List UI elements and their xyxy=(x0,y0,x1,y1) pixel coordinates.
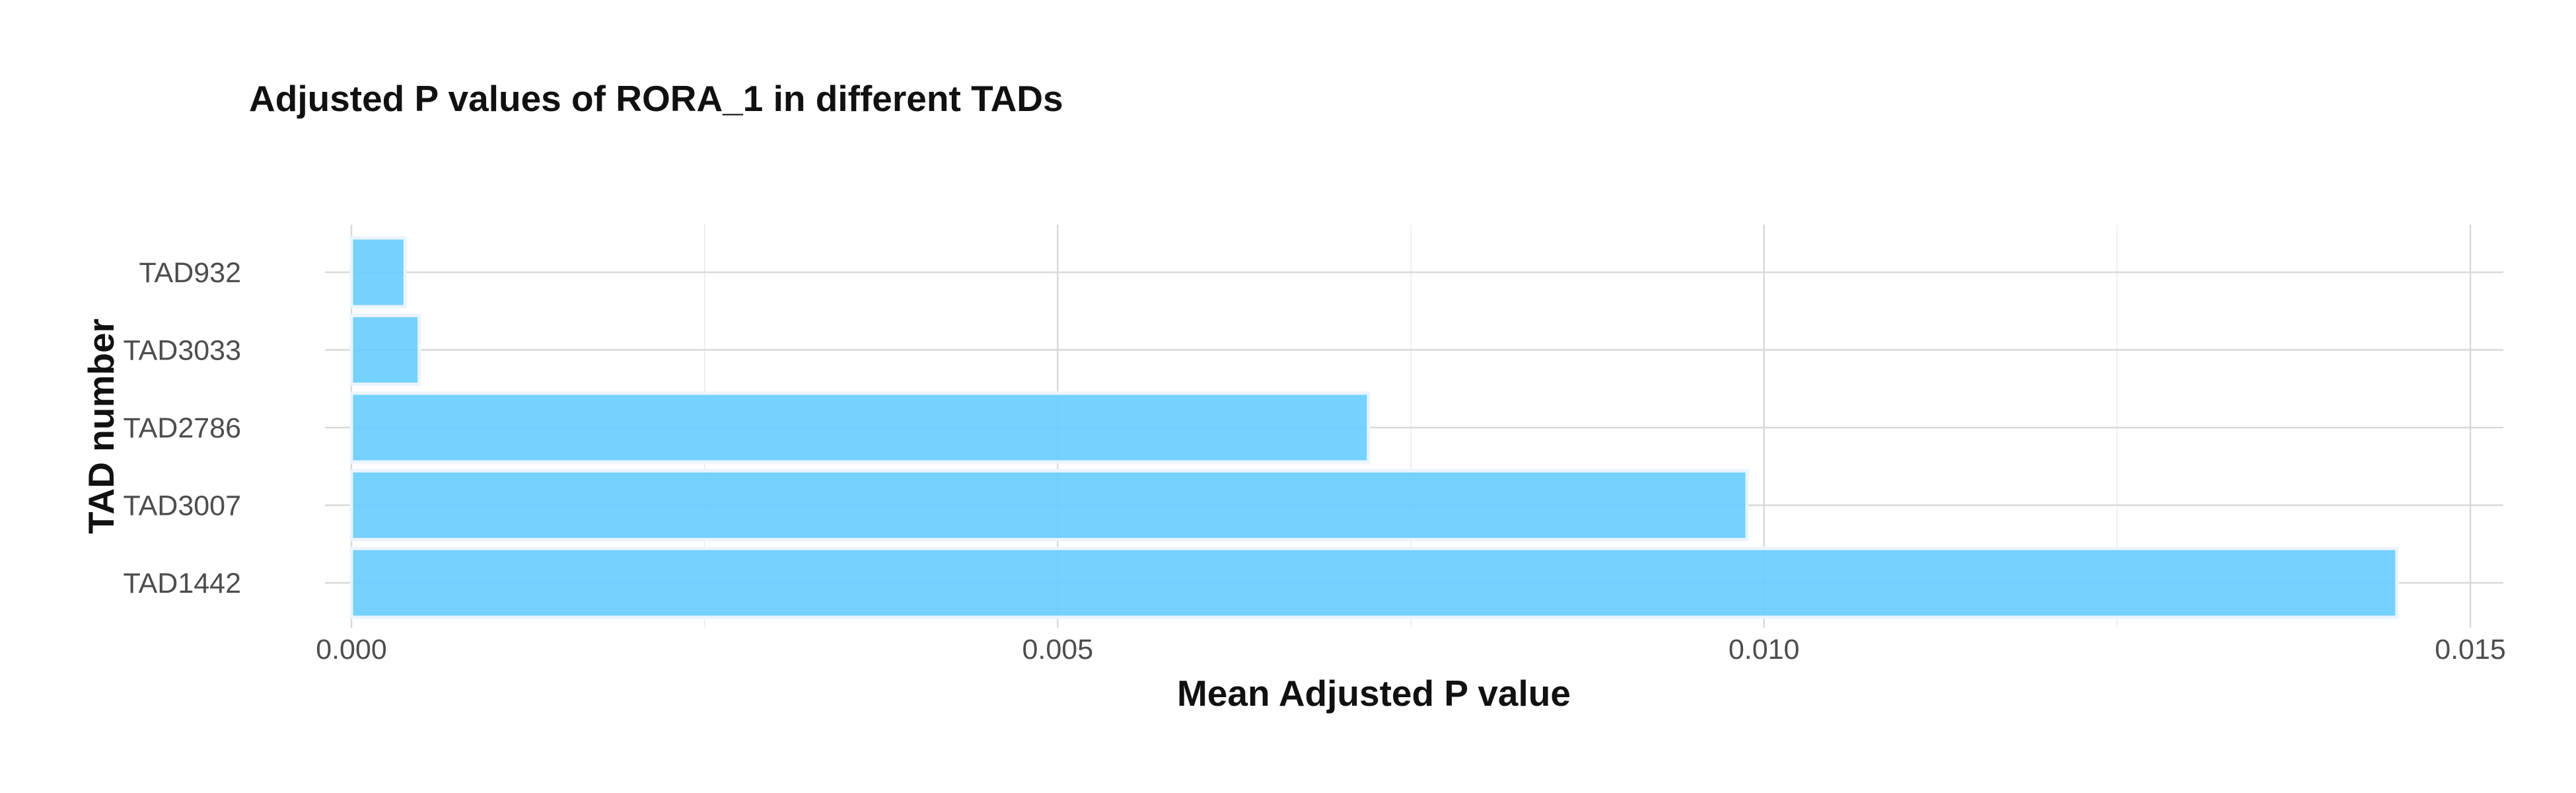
y-axis-title: TAD number xyxy=(81,319,122,534)
y-tick-label: TAD1442 xyxy=(124,568,241,599)
y-tick-labels: TAD932 TAD3033 TAD2786 TAD3007 TAD1442 xyxy=(124,257,241,599)
x-tick-label: 0.015 xyxy=(2435,634,2506,665)
bar-tad1442 xyxy=(349,547,2399,619)
x-axis-title: Mean Adjusted P value xyxy=(1177,673,1571,714)
x-tick-label: 0.005 xyxy=(1022,634,1094,665)
x-tick-labels: 0.000 0.005 0.010 0.015 xyxy=(316,634,2506,665)
y-tick-label: TAD2786 xyxy=(124,412,241,444)
y-tick-label: TAD3033 xyxy=(124,335,241,367)
x-tick-label: 0.000 xyxy=(316,634,387,665)
y-tick-label: TAD932 xyxy=(139,257,241,289)
bar-tad932 xyxy=(349,236,407,309)
x-tick-label: 0.010 xyxy=(1729,634,1800,665)
bar-tad3007 xyxy=(349,469,1749,541)
y-tick-label: TAD3007 xyxy=(124,490,241,522)
chart-title: Adjusted P values of RORA_1 in different… xyxy=(249,78,1063,119)
bars xyxy=(349,236,2399,619)
bar-tad3033 xyxy=(349,314,421,386)
bar-tad2786 xyxy=(349,391,1371,464)
